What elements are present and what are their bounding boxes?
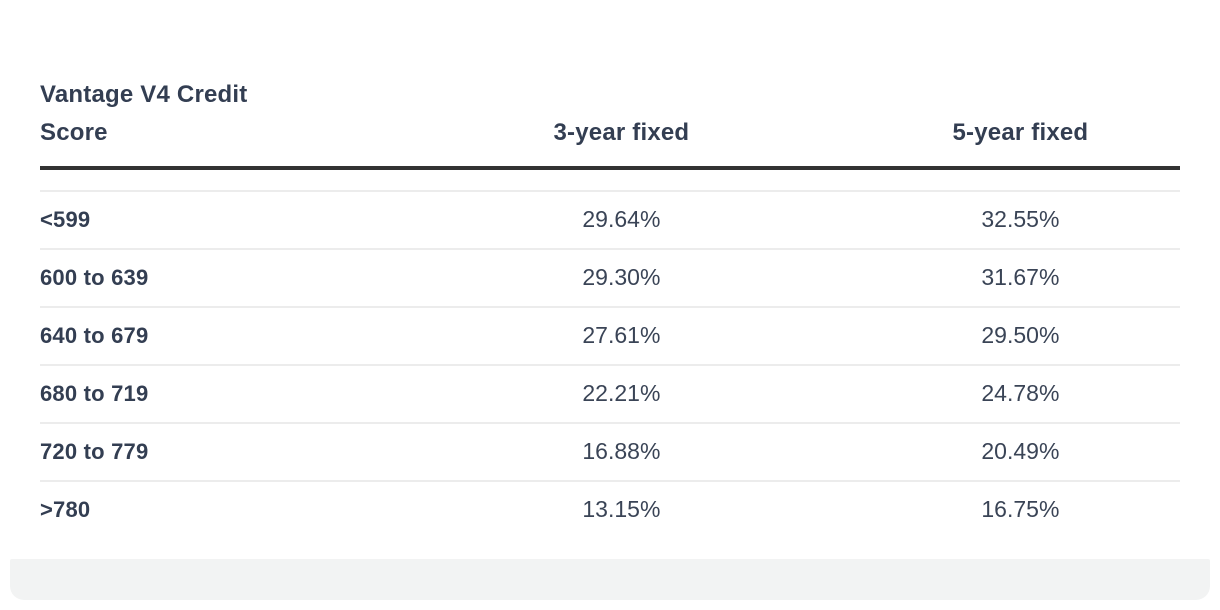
table-body: <599 29.64% 32.55% 600 to 639 29.30% 31.…: [40, 168, 1180, 538]
rate-3yr-cell: 13.15%: [382, 480, 861, 538]
rate-5yr-cell: 32.55%: [860, 190, 1180, 249]
table-row: 680 to 719 22.21% 24.78%: [40, 364, 1180, 423]
score-range-cell: 680 to 719: [40, 364, 382, 423]
score-range-cell: 600 to 639: [40, 248, 382, 307]
rate-5yr-cell: 16.75%: [860, 480, 1180, 538]
rate-5yr-cell: 24.78%: [860, 364, 1180, 423]
rate-3yr-cell: 29.64%: [382, 190, 861, 249]
column-header-credit-score-label: Vantage V4 Credit Score: [40, 81, 248, 146]
table-row: <599 29.64% 32.55%: [40, 190, 1180, 249]
rate-5yr-cell: 31.67%: [860, 248, 1180, 307]
column-header-5-year-fixed: 5-year fixed: [860, 76, 1180, 170]
table-header: Vantage V4 Credit Score 3-year fixed 5-y…: [40, 76, 1180, 170]
table-row: 600 to 639 29.30% 31.67%: [40, 248, 1180, 307]
rates-table: Vantage V4 Credit Score 3-year fixed 5-y…: [40, 76, 1180, 538]
score-range-cell: 720 to 779: [40, 422, 382, 481]
table-row: >780 13.15% 16.75%: [40, 480, 1180, 538]
rate-3yr-cell: 27.61%: [382, 306, 861, 365]
rate-3yr-cell: 29.30%: [382, 248, 861, 307]
header-spacer: [40, 168, 1180, 191]
score-range-cell: 640 to 679: [40, 306, 382, 365]
rate-5yr-cell: 20.49%: [860, 422, 1180, 481]
column-header-3-year-fixed: 3-year fixed: [382, 76, 861, 170]
column-header-credit-score: Vantage V4 Credit Score: [40, 76, 382, 170]
rate-3yr-cell: 16.88%: [382, 422, 861, 481]
rate-3yr-cell: 22.21%: [382, 364, 861, 423]
table-row: 640 to 679 27.61% 29.50%: [40, 306, 1180, 365]
table-row: 720 to 779 16.88% 20.49%: [40, 422, 1180, 481]
rate-5yr-cell: 29.50%: [860, 306, 1180, 365]
bottom-bar: [10, 559, 1210, 600]
score-range-cell: >780: [40, 480, 382, 538]
score-range-cell: <599: [40, 190, 382, 249]
credit-score-rates-table: Vantage V4 Credit Score 3-year fixed 5-y…: [40, 76, 1180, 538]
